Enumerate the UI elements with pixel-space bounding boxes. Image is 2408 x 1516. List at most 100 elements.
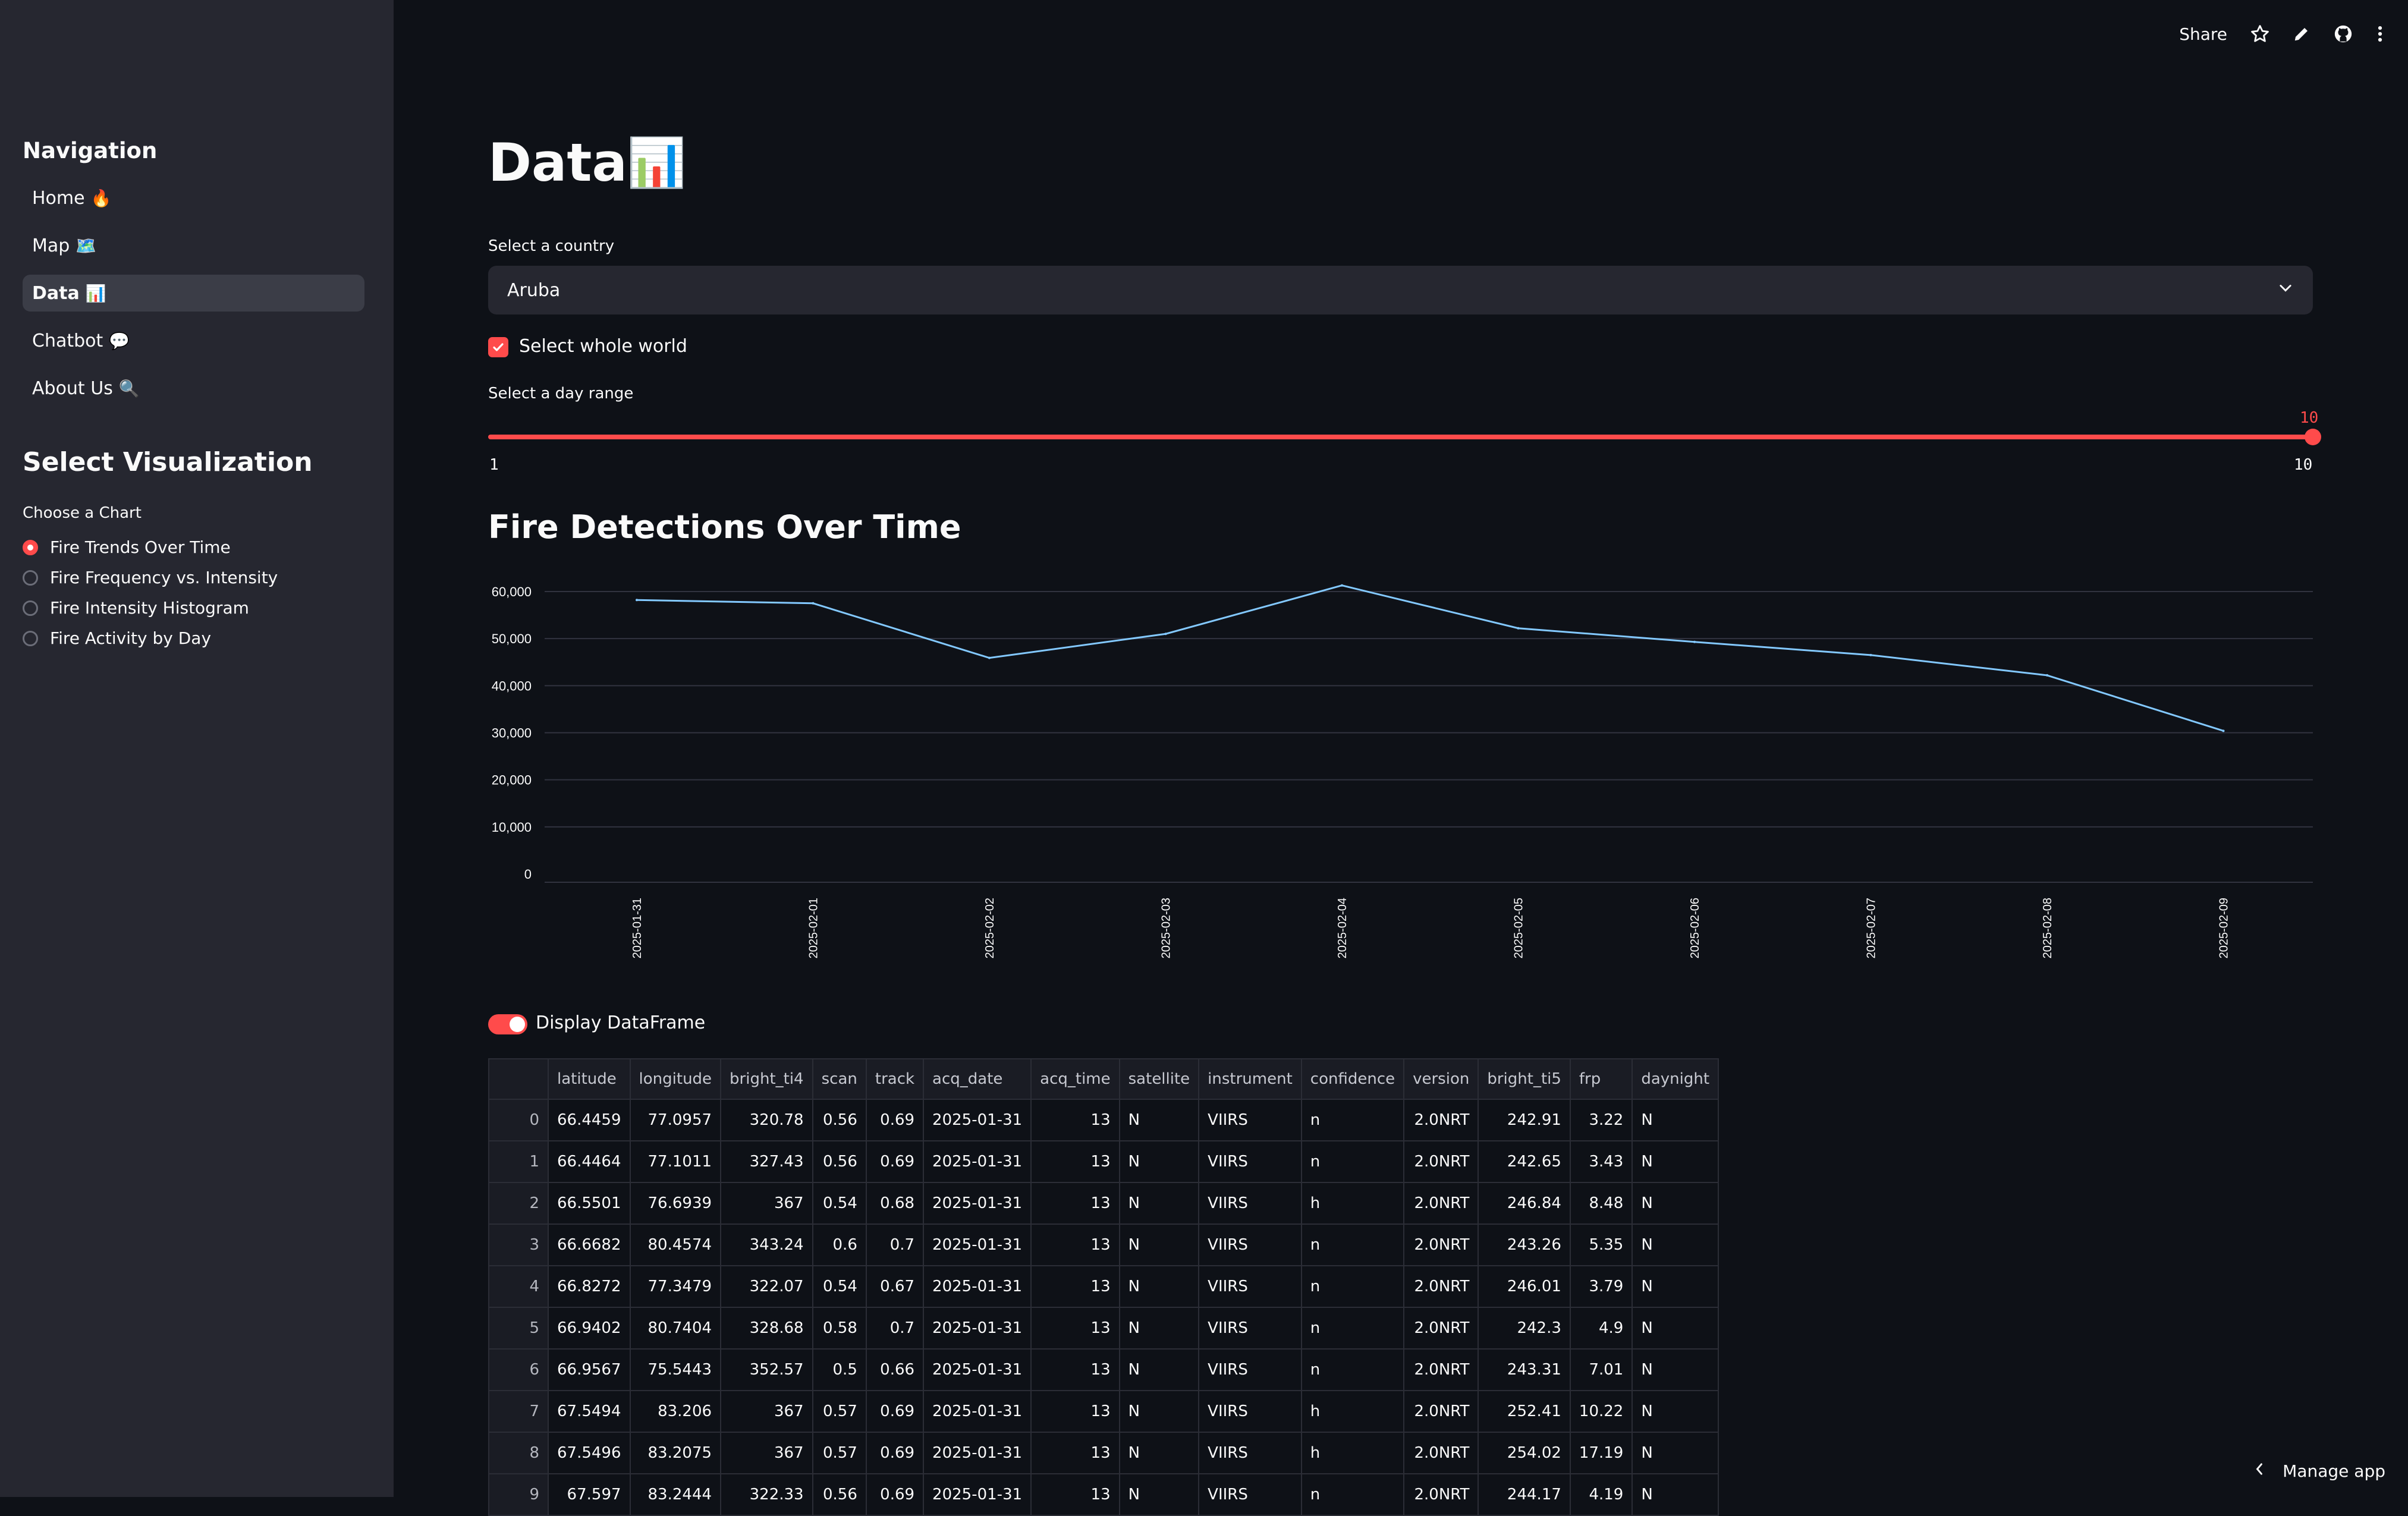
table-cell[interactable]: 246.01 <box>1478 1265 1571 1308</box>
table-cell[interactable]: VIIRS <box>1198 1265 1302 1308</box>
day-range-slider[interactable] <box>488 435 2313 439</box>
table-cell[interactable]: VIIRS <box>1198 1307 1302 1350</box>
table-cell[interactable]: 0.6 <box>812 1224 867 1266</box>
column-header[interactable]: latitude <box>548 1058 631 1100</box>
table-cell[interactable]: 0.69 <box>865 1473 925 1516</box>
table-cell[interactable]: 3.22 <box>1569 1099 1633 1141</box>
display-dataframe-toggle[interactable] <box>488 1014 527 1034</box>
table-cell[interactable]: 5.35 <box>1569 1224 1633 1266</box>
table-cell[interactable]: n <box>1300 1265 1405 1308</box>
table-cell[interactable]: h <box>1300 1390 1405 1433</box>
row-index-cell[interactable]: 3 <box>488 1224 549 1266</box>
sidebar-item-map[interactable]: Map 🗺️ <box>23 227 364 264</box>
table-cell[interactable]: 0.57 <box>812 1390 867 1433</box>
table-cell[interactable]: n <box>1300 1099 1405 1141</box>
table-cell[interactable]: N <box>1631 1099 1719 1141</box>
column-header[interactable]: acq_date <box>923 1058 1032 1100</box>
table-cell[interactable]: 2025-01-31 <box>923 1099 1032 1141</box>
table-cell[interactable]: N <box>1631 1140 1719 1183</box>
table-cell[interactable]: 243.31 <box>1478 1348 1571 1391</box>
table-cell[interactable]: 0.5 <box>812 1348 867 1391</box>
table-cell[interactable]: 67.5496 <box>548 1432 631 1474</box>
table-cell[interactable]: n <box>1300 1307 1405 1350</box>
table-cell[interactable]: 0.56 <box>812 1473 867 1516</box>
table-cell[interactable]: 328.68 <box>720 1307 813 1350</box>
table-cell[interactable]: 66.9402 <box>548 1307 631 1350</box>
table-cell[interactable]: 7.01 <box>1569 1348 1633 1391</box>
table-cell[interactable]: 66.6682 <box>548 1224 631 1266</box>
table-cell[interactable]: h <box>1300 1432 1405 1474</box>
table-row[interactable]: 9 67.597 83.2444 322.33 0.56 0.69 2025-01-31 13… <box>488 1473 1719 1516</box>
table-cell[interactable]: N <box>1631 1348 1719 1391</box>
row-index-cell[interactable]: 5 <box>488 1307 549 1350</box>
table-cell[interactable]: 322.33 <box>720 1473 813 1516</box>
table-cell[interactable]: 0.58 <box>812 1307 867 1350</box>
table-row[interactable]: 1 66.4464 77.1011 327.43 0.56 0.69 2025-01-31 1… <box>488 1140 1719 1183</box>
table-cell[interactable]: VIIRS <box>1198 1432 1302 1474</box>
row-index-cell[interactable]: 4 <box>488 1265 549 1308</box>
table-cell[interactable]: 0.69 <box>865 1140 925 1183</box>
table-cell[interactable]: 75.5443 <box>629 1348 722 1391</box>
table-cell[interactable]: 320.78 <box>720 1099 813 1141</box>
table-cell[interactable]: 4.19 <box>1569 1473 1633 1516</box>
column-header[interactable]: track <box>865 1058 925 1100</box>
sidebar-item-chatbot[interactable]: Chatbot 💬 <box>23 322 364 359</box>
table-cell[interactable]: 0.54 <box>812 1182 867 1225</box>
table-cell[interactable]: 367 <box>720 1182 813 1225</box>
table-cell[interactable]: 0.7 <box>865 1224 925 1266</box>
country-select[interactable]: Aruba <box>488 266 2313 314</box>
table-cell[interactable]: 2025-01-31 <box>923 1265 1032 1308</box>
table-cell[interactable]: 17.19 <box>1569 1432 1633 1474</box>
table-cell[interactable]: 66.4459 <box>548 1099 631 1141</box>
table-row[interactable]: 6 66.9567 75.5443 352.57 0.5 0.66 2025-01-31 13… <box>488 1348 1719 1391</box>
radio-fire-frequency[interactable]: Fire Frequency vs. Intensity <box>23 568 278 587</box>
table-cell[interactable]: 0.56 <box>812 1140 867 1183</box>
table-row[interactable]: 8 67.5496 83.2075 367 0.57 0.69 2025-01-31 13 N V… <box>488 1432 1719 1474</box>
column-header[interactable]: satellite <box>1118 1058 1200 1100</box>
table-cell[interactable]: 13 <box>1030 1307 1120 1350</box>
table-cell[interactable]: VIIRS <box>1198 1182 1302 1225</box>
table-cell[interactable]: VIIRS <box>1198 1099 1302 1141</box>
table-cell[interactable]: 83.206 <box>629 1390 722 1433</box>
manage-app-button[interactable]: Manage app <box>2253 1461 2385 1482</box>
column-header[interactable]: version <box>1403 1058 1479 1100</box>
table-cell[interactable]: 67.597 <box>548 1473 631 1516</box>
table-cell[interactable]: N <box>1631 1473 1719 1516</box>
table-cell[interactable]: N <box>1118 1099 1200 1141</box>
table-cell[interactable]: N <box>1631 1307 1719 1350</box>
table-cell[interactable]: 13 <box>1030 1182 1120 1225</box>
table-cell[interactable]: 66.5501 <box>548 1182 631 1225</box>
table-cell[interactable]: 244.17 <box>1478 1473 1571 1516</box>
table-cell[interactable]: N <box>1118 1265 1200 1308</box>
table-cell[interactable]: 4.9 <box>1569 1307 1633 1350</box>
table-cell[interactable]: 2.0NRT <box>1403 1432 1479 1474</box>
table-cell[interactable]: 252.41 <box>1478 1390 1571 1433</box>
column-header[interactable] <box>488 1058 549 1100</box>
table-row[interactable]: 3 66.6682 80.4574 343.24 0.6 0.7 2025-01-31 13 N… <box>488 1224 1719 1266</box>
table-cell[interactable]: N <box>1118 1390 1200 1433</box>
table-cell[interactable]: 77.1011 <box>629 1140 722 1183</box>
column-header[interactable]: bright_ti5 <box>1478 1058 1571 1100</box>
table-cell[interactable]: 242.3 <box>1478 1307 1571 1350</box>
table-cell[interactable]: 0.57 <box>812 1432 867 1474</box>
table-cell[interactable]: N <box>1118 1182 1200 1225</box>
table-cell[interactable]: 3.43 <box>1569 1140 1633 1183</box>
table-cell[interactable]: 2025-01-31 <box>923 1390 1032 1433</box>
column-header[interactable]: scan <box>812 1058 867 1100</box>
table-cell[interactable]: 2025-01-31 <box>923 1473 1032 1516</box>
table-cell[interactable]: 67.5494 <box>548 1390 631 1433</box>
row-index-cell[interactable]: 7 <box>488 1390 549 1433</box>
table-cell[interactable]: 2.0NRT <box>1403 1224 1479 1266</box>
table-cell[interactable]: 2025-01-31 <box>923 1348 1032 1391</box>
table-cell[interactable]: 2.0NRT <box>1403 1348 1479 1391</box>
row-index-cell[interactable]: 2 <box>488 1182 549 1225</box>
table-cell[interactable]: 242.91 <box>1478 1099 1571 1141</box>
table-cell[interactable]: VIIRS <box>1198 1390 1302 1433</box>
more-vertical-icon[interactable] <box>2376 24 2384 44</box>
whole-world-checkbox[interactable] <box>488 337 508 357</box>
table-cell[interactable]: 8.48 <box>1569 1182 1633 1225</box>
table-cell[interactable]: 0.54 <box>812 1265 867 1308</box>
row-index-cell[interactable]: 0 <box>488 1099 549 1141</box>
table-cell[interactable]: 0.7 <box>865 1307 925 1350</box>
table-cell[interactable]: 2.0NRT <box>1403 1099 1479 1141</box>
